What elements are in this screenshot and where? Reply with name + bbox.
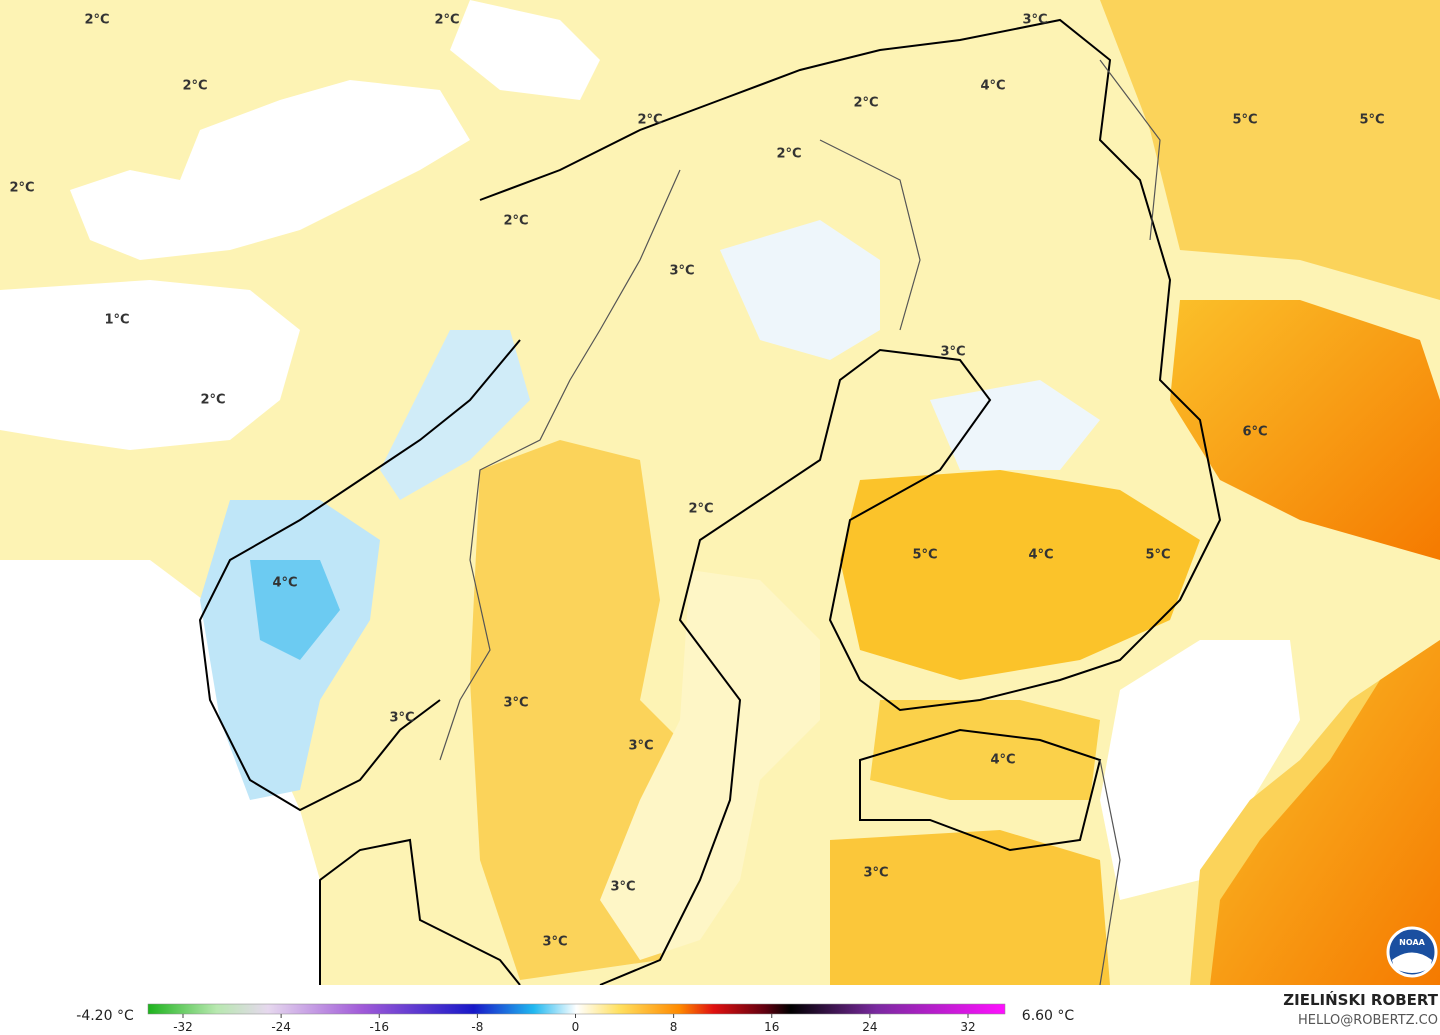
colorbar-tick-label: -8 bbox=[471, 1020, 483, 1034]
temperature-label: 3°C bbox=[503, 696, 528, 711]
temperature-label: 2°C bbox=[182, 79, 207, 94]
colorbar-tick-label: 16 bbox=[764, 1020, 779, 1034]
logo-text: NOAA bbox=[1399, 938, 1425, 947]
temperature-label: 4°C bbox=[980, 79, 1005, 94]
temperature-label: 2°C bbox=[503, 214, 528, 229]
temperature-label: 5°C bbox=[1232, 113, 1257, 128]
temperature-label: 3°C bbox=[1022, 13, 1047, 28]
temperature-label: 1°C bbox=[104, 313, 129, 328]
colorbar-min: -4.20 °C bbox=[76, 1008, 134, 1024]
map-labels: 2°C 2°C 3°C 2°C 4°C 2°C 2°C 5°C 5°C 2°C 2°C 2°C 3°C 1… bbox=[9, 13, 1384, 950]
temperature-label: 5°C bbox=[1145, 548, 1170, 563]
noaa-logo: NOAA bbox=[1386, 926, 1438, 978]
temperature-label: 3°C bbox=[628, 739, 653, 754]
temperature-label: 6°C bbox=[1242, 425, 1267, 440]
temperature-label: 2°C bbox=[637, 113, 662, 128]
borders bbox=[198, 18, 1222, 986]
temperature-label: 2°C bbox=[9, 181, 34, 196]
temperature-label: 2°C bbox=[688, 502, 713, 517]
temperature-label: 3°C bbox=[389, 711, 414, 726]
colorbar-max: 6.60 °C bbox=[1022, 1008, 1075, 1024]
colorbar-tick-label: 32 bbox=[960, 1020, 975, 1034]
colorbar-tick-label: -24 bbox=[271, 1020, 291, 1034]
temperature-label: 5°C bbox=[912, 548, 937, 563]
temperature-label: 3°C bbox=[669, 264, 694, 279]
temperature-label: 4°C bbox=[272, 576, 297, 591]
temperature-label: 3°C bbox=[940, 345, 965, 360]
temperature-label: 3°C bbox=[542, 935, 567, 950]
temperature-label: 2°C bbox=[434, 13, 459, 28]
credit-email: HELLO@ROBERTZ.CO bbox=[1298, 1013, 1438, 1028]
colorbar bbox=[147, 1003, 1006, 1015]
colorbar-tick-label: 8 bbox=[670, 1020, 678, 1034]
temperature-label: 5°C bbox=[1359, 113, 1384, 128]
temperature-label: 4°C bbox=[1028, 548, 1053, 563]
country-borders bbox=[439, 59, 1161, 986]
temperature-label: 2°C bbox=[853, 96, 878, 111]
colorbar-tick-label: 24 bbox=[862, 1020, 877, 1034]
temperature-label: 3°C bbox=[863, 866, 888, 881]
temperature-label: 2°C bbox=[84, 13, 109, 28]
temperature-label: 2°C bbox=[200, 393, 225, 408]
colorbar-tick-label: -16 bbox=[369, 1020, 389, 1034]
colorbar-tick-label: 0 bbox=[572, 1020, 580, 1034]
temperature-label: 3°C bbox=[610, 880, 635, 895]
credit-author: ZIELIŃSKI ROBERT bbox=[1283, 990, 1438, 1009]
temperature-label: 4°C bbox=[990, 753, 1015, 768]
temperature-label: 2°C bbox=[776, 147, 801, 162]
colorbar-ticks: -32 -24 -16 -8 0 8 16 24 32 bbox=[173, 1014, 976, 1034]
map-background bbox=[0, 0, 1440, 985]
colorbar-tick-label: -32 bbox=[173, 1020, 193, 1034]
